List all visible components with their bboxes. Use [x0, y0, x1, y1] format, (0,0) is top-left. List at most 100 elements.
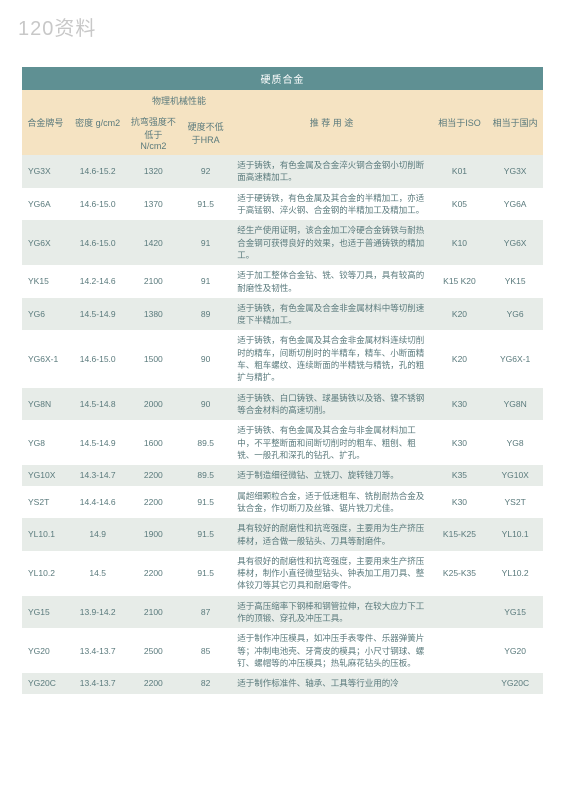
- cell-use: 适于铸铁、白口铸铁、球墨铸铁以及铬、镍不锈钢等合金材料的高速切削。: [231, 388, 431, 421]
- cell-dom: YL10.2: [487, 551, 543, 596]
- th-code: 合金牌号: [22, 90, 69, 155]
- cell-bend: 2100: [127, 265, 180, 298]
- cell-iso: K30: [432, 486, 488, 519]
- table-title-bar: 硬质合金: [22, 67, 543, 90]
- cell-bend: 1900: [127, 518, 180, 551]
- cell-density: 14.5: [69, 551, 127, 596]
- cell-hard: 89: [180, 298, 231, 331]
- table-container: 硬质合金 合金牌号 密度 g/cm2 物理机械性能 推 荐 用 途 相当于ISO…: [22, 67, 543, 694]
- cell-use: 适于制造细径微钻、立铣刀、旋转锉刀等。: [231, 465, 431, 485]
- table-row: YL10.214.5220091.5具有很好的耐磨性和抗弯强度，主要用来生产挤压…: [22, 551, 543, 596]
- table-row: YG2013.4-13.7250085适于制作冲压模具，如冲压手表零件、乐器弹簧…: [22, 628, 543, 673]
- cell-iso: K35: [432, 465, 488, 485]
- cell-hard: 91: [180, 220, 231, 265]
- table-row: YG6X-114.6-15.0150090适于铸铁，有色金属及其合金非金属材料连…: [22, 330, 543, 387]
- cell-bend: 1500: [127, 330, 180, 387]
- alloy-table: 合金牌号 密度 g/cm2 物理机械性能 推 荐 用 途 相当于ISO 相当于国…: [22, 90, 543, 694]
- cell-iso: K10: [432, 220, 488, 265]
- cell-density: 14.6-15.0: [69, 188, 127, 221]
- cell-hard: 91.5: [180, 518, 231, 551]
- cell-hard: 91.5: [180, 551, 231, 596]
- cell-dom: YG20: [487, 628, 543, 673]
- cell-code: YG6A: [22, 188, 69, 221]
- cell-iso: K30: [432, 420, 488, 465]
- cell-code: YG3X: [22, 155, 69, 188]
- cell-use: 适于制作冲压模具，如冲压手表零件、乐器弹簧片等；冲制电池壳、牙膏皮的模具；小尺寸…: [231, 628, 431, 673]
- cell-hard: 89.5: [180, 465, 231, 485]
- cell-density: 14.9: [69, 518, 127, 551]
- table-row: YG1513.9-14.2210087适于高压缩率下钢棒和钢管拉伸，在较大应力下…: [22, 596, 543, 629]
- page-header: 120资料: [0, 0, 565, 49]
- cell-density: 14.5-14.9: [69, 298, 127, 331]
- cell-iso: K05: [432, 188, 488, 221]
- cell-dom: YG15: [487, 596, 543, 629]
- cell-bend: 1420: [127, 220, 180, 265]
- table-body: YG3X14.6-15.2132092适于铸铁，有色金属及合金淬火钢合金钢小切削…: [22, 155, 543, 694]
- cell-code: YG20C: [22, 673, 69, 693]
- cell-dom: YG6A: [487, 188, 543, 221]
- cell-code: YL10.1: [22, 518, 69, 551]
- cell-density: 13.4-13.7: [69, 628, 127, 673]
- th-density: 密度 g/cm2: [69, 90, 127, 155]
- cell-dom: YG6X: [487, 220, 543, 265]
- table-row: YG814.5-14.9160089.5适于铸铁、有色金属及其合金与非金属材料加…: [22, 420, 543, 465]
- cell-density: 13.4-13.7: [69, 673, 127, 693]
- cell-density: 13.9-14.2: [69, 596, 127, 629]
- cell-bend: 2000: [127, 388, 180, 421]
- table-row: YK1514.2-14.6210091适于加工整体合金钻、铣、铰等刀具，具有较高…: [22, 265, 543, 298]
- cell-dom: YG8N: [487, 388, 543, 421]
- cell-hard: 82: [180, 673, 231, 693]
- cell-bend: 1380: [127, 298, 180, 331]
- cell-use: 属超细颗粒合金，适于低速粗车、铣削耐热合金及钛合金，作切断刀及丝锥、锯片铣刀尤佳…: [231, 486, 431, 519]
- cell-dom: YG3X: [487, 155, 543, 188]
- cell-code: YG8N: [22, 388, 69, 421]
- cell-code: YL10.2: [22, 551, 69, 596]
- cell-density: 14.3-14.7: [69, 465, 127, 485]
- cell-bend: 1320: [127, 155, 180, 188]
- cell-code: YK15: [22, 265, 69, 298]
- th-iso: 相当于ISO: [432, 90, 488, 155]
- cell-dom: YG6X-1: [487, 330, 543, 387]
- table-row: YL10.114.9190091.5具有较好的耐磨性和抗弯强度，主要用为生产挤压…: [22, 518, 543, 551]
- cell-bend: 2100: [127, 596, 180, 629]
- table-row: YG20C13.4-13.7220082适于制作标准件、轴承、工具等行业用的冷Y…: [22, 673, 543, 693]
- th-hard: 硬度不低于HRA: [180, 111, 231, 155]
- cell-iso: K20: [432, 330, 488, 387]
- cell-hard: 91.5: [180, 486, 231, 519]
- cell-hard: 91.5: [180, 188, 231, 221]
- cell-hard: 92: [180, 155, 231, 188]
- table-row: YG8N14.5-14.8200090适于铸铁、白口铸铁、球墨铸铁以及铬、镍不锈…: [22, 388, 543, 421]
- cell-use: 适于铸铁，有色金属及合金非金属材料中等切削速度下半精加工。: [231, 298, 431, 331]
- cell-code: YG6X-1: [22, 330, 69, 387]
- cell-bend: 2200: [127, 551, 180, 596]
- cell-iso: K15 K20: [432, 265, 488, 298]
- th-dom: 相当于国内: [487, 90, 543, 155]
- cell-code: YS2T: [22, 486, 69, 519]
- cell-use: 适于铸铁、有色金属及其合金与非金属材料加工中，不平整断面和间断切削时的粗车、粗刨…: [231, 420, 431, 465]
- cell-hard: 85: [180, 628, 231, 673]
- cell-hard: 90: [180, 388, 231, 421]
- cell-use: 适于制作标准件、轴承、工具等行业用的冷: [231, 673, 431, 693]
- cell-code: YG20: [22, 628, 69, 673]
- cell-density: 14.5-14.9: [69, 420, 127, 465]
- cell-use: 具有很好的耐磨性和抗弯强度，主要用来生产挤压棒材，制作小直径微型钻头、钟表加工用…: [231, 551, 431, 596]
- cell-code: YG8: [22, 420, 69, 465]
- cell-iso: [432, 596, 488, 629]
- table-row: YS2T14.4-14.6220091.5属超细颗粒合金，适于低速粗车、铣削耐热…: [22, 486, 543, 519]
- cell-density: 14.6-15.0: [69, 330, 127, 387]
- cell-hard: 90: [180, 330, 231, 387]
- cell-bend: 2200: [127, 465, 180, 485]
- table-row: YG3X14.6-15.2132092适于铸铁，有色金属及合金淬火钢合金钢小切削…: [22, 155, 543, 188]
- cell-density: 14.6-15.0: [69, 220, 127, 265]
- th-use: 推 荐 用 途: [231, 90, 431, 155]
- cell-bend: 2200: [127, 486, 180, 519]
- cell-use: 具有较好的耐磨性和抗弯强度，主要用为生产挤压棒材，适合做一般钻头、刀具等耐磨件。: [231, 518, 431, 551]
- cell-iso: [432, 673, 488, 693]
- cell-dom: YG20C: [487, 673, 543, 693]
- cell-bend: 2500: [127, 628, 180, 673]
- cell-density: 14.5-14.8: [69, 388, 127, 421]
- th-group: 物理机械性能: [127, 90, 232, 111]
- cell-use: 适于铸铁，有色金属及合金淬火钢合金钢小切削断面高速精加工。: [231, 155, 431, 188]
- cell-iso: K25-K35: [432, 551, 488, 596]
- cell-code: YG10X: [22, 465, 69, 485]
